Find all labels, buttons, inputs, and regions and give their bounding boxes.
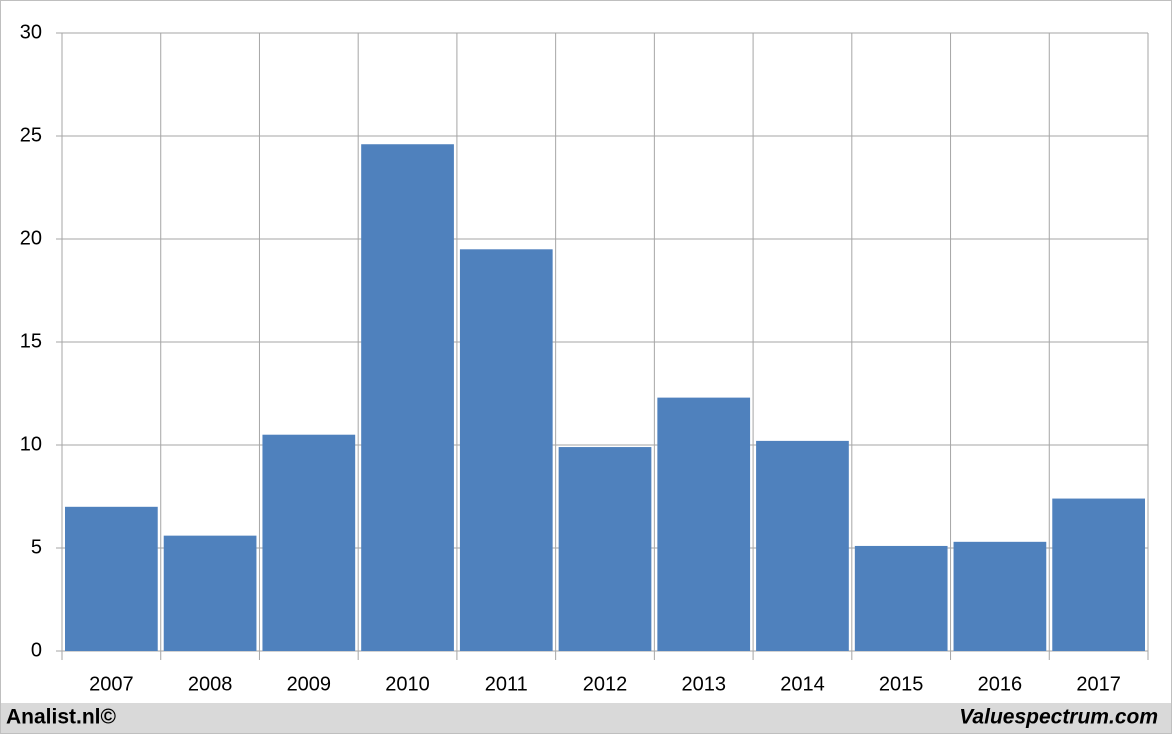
x-tick-label: 2008 (188, 673, 233, 695)
y-tick-label: 30 (20, 21, 42, 43)
x-tick-label: 2010 (385, 673, 430, 695)
bar (657, 397, 751, 651)
x-tick-label: 2015 (879, 673, 924, 695)
x-tick-label: 2012 (583, 673, 628, 695)
x-tick-label: 2017 (1076, 673, 1121, 695)
footer-bar (1, 703, 1171, 733)
bar (1052, 498, 1145, 651)
bar (854, 545, 948, 651)
x-tick-label: 2013 (681, 673, 726, 695)
x-tick-label: 2011 (485, 673, 528, 695)
bar (262, 434, 356, 651)
y-tick-label: 20 (20, 227, 42, 249)
y-tick-label: 10 (20, 433, 42, 455)
bar (558, 447, 652, 651)
y-tick-label: 25 (20, 124, 42, 146)
footer-right: Valuespectrum.com (959, 706, 1158, 729)
bar (163, 535, 257, 651)
y-tick-label: 5 (31, 536, 42, 558)
footer-left: Analist.nl© (6, 706, 117, 729)
bar (459, 249, 553, 652)
bar (953, 541, 1047, 651)
y-tick-label: 15 (20, 330, 42, 352)
x-tick-label: 2009 (287, 673, 332, 695)
bar (361, 144, 454, 652)
y-tick-label: 0 (31, 639, 42, 661)
x-tick-label: 2007 (89, 673, 134, 695)
x-tick-label: 2016 (978, 673, 1023, 695)
bar (65, 506, 158, 651)
x-tick-label: 2014 (780, 673, 825, 695)
bar (756, 440, 849, 651)
